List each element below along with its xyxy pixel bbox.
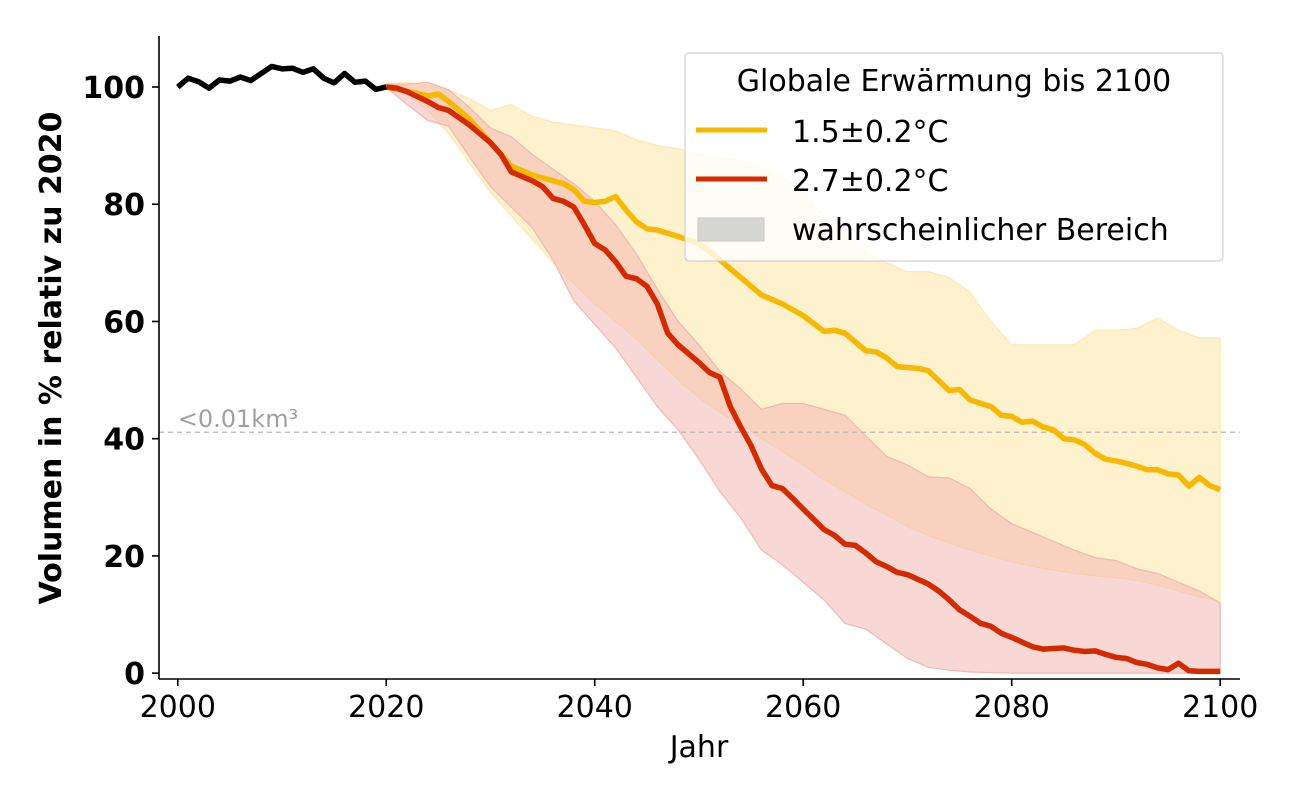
x-tick-label: 2100 [1182,690,1258,725]
threshold-label: <0.01km³ [178,405,298,433]
legend-label-1-5c: 1.5±0.2°C [792,115,949,150]
y-tick-label: 20 [103,540,145,575]
legend-title: Globale Erwärmung bis 2100 [737,64,1171,99]
y-tick-label: 60 [103,305,145,340]
series-lines [175,63,1222,675]
x-tick-label: 2040 [557,690,633,725]
legend: Globale Erwärmung bis 2100 1.5±0.2°C 2.7… [684,52,1224,262]
y-tick-label: 0 [124,657,145,692]
y-tick-label: 40 [103,423,145,458]
y-tick-label: 100 [82,71,145,106]
x-ticks: 2000 2020 2040 2060 2080 2100 [140,679,1258,725]
legend-swatch-range [697,217,765,242]
legend-label-range: wahrscheinlicher Bereich [792,213,1169,248]
x-tick-label: 2000 [140,690,216,725]
y-tick-label: 80 [103,188,145,223]
y-ticks: 0 20 40 60 80 100 [82,71,159,692]
line-1-5-0-2-c [385,84,1222,493]
line-2-7-0-2-c [385,84,1221,675]
line-historisch [175,63,387,93]
x-axis-label: Jahr [668,730,729,765]
legend-label-2-7c: 2.7±0.2°C [792,164,949,199]
x-tick-label: 2080 [974,690,1050,725]
y-axis-label: Volumen in % relativ zu 2020 [34,112,69,605]
x-tick-label: 2060 [765,690,841,725]
legend-box [684,52,1224,262]
x-tick-label: 2020 [348,690,424,725]
